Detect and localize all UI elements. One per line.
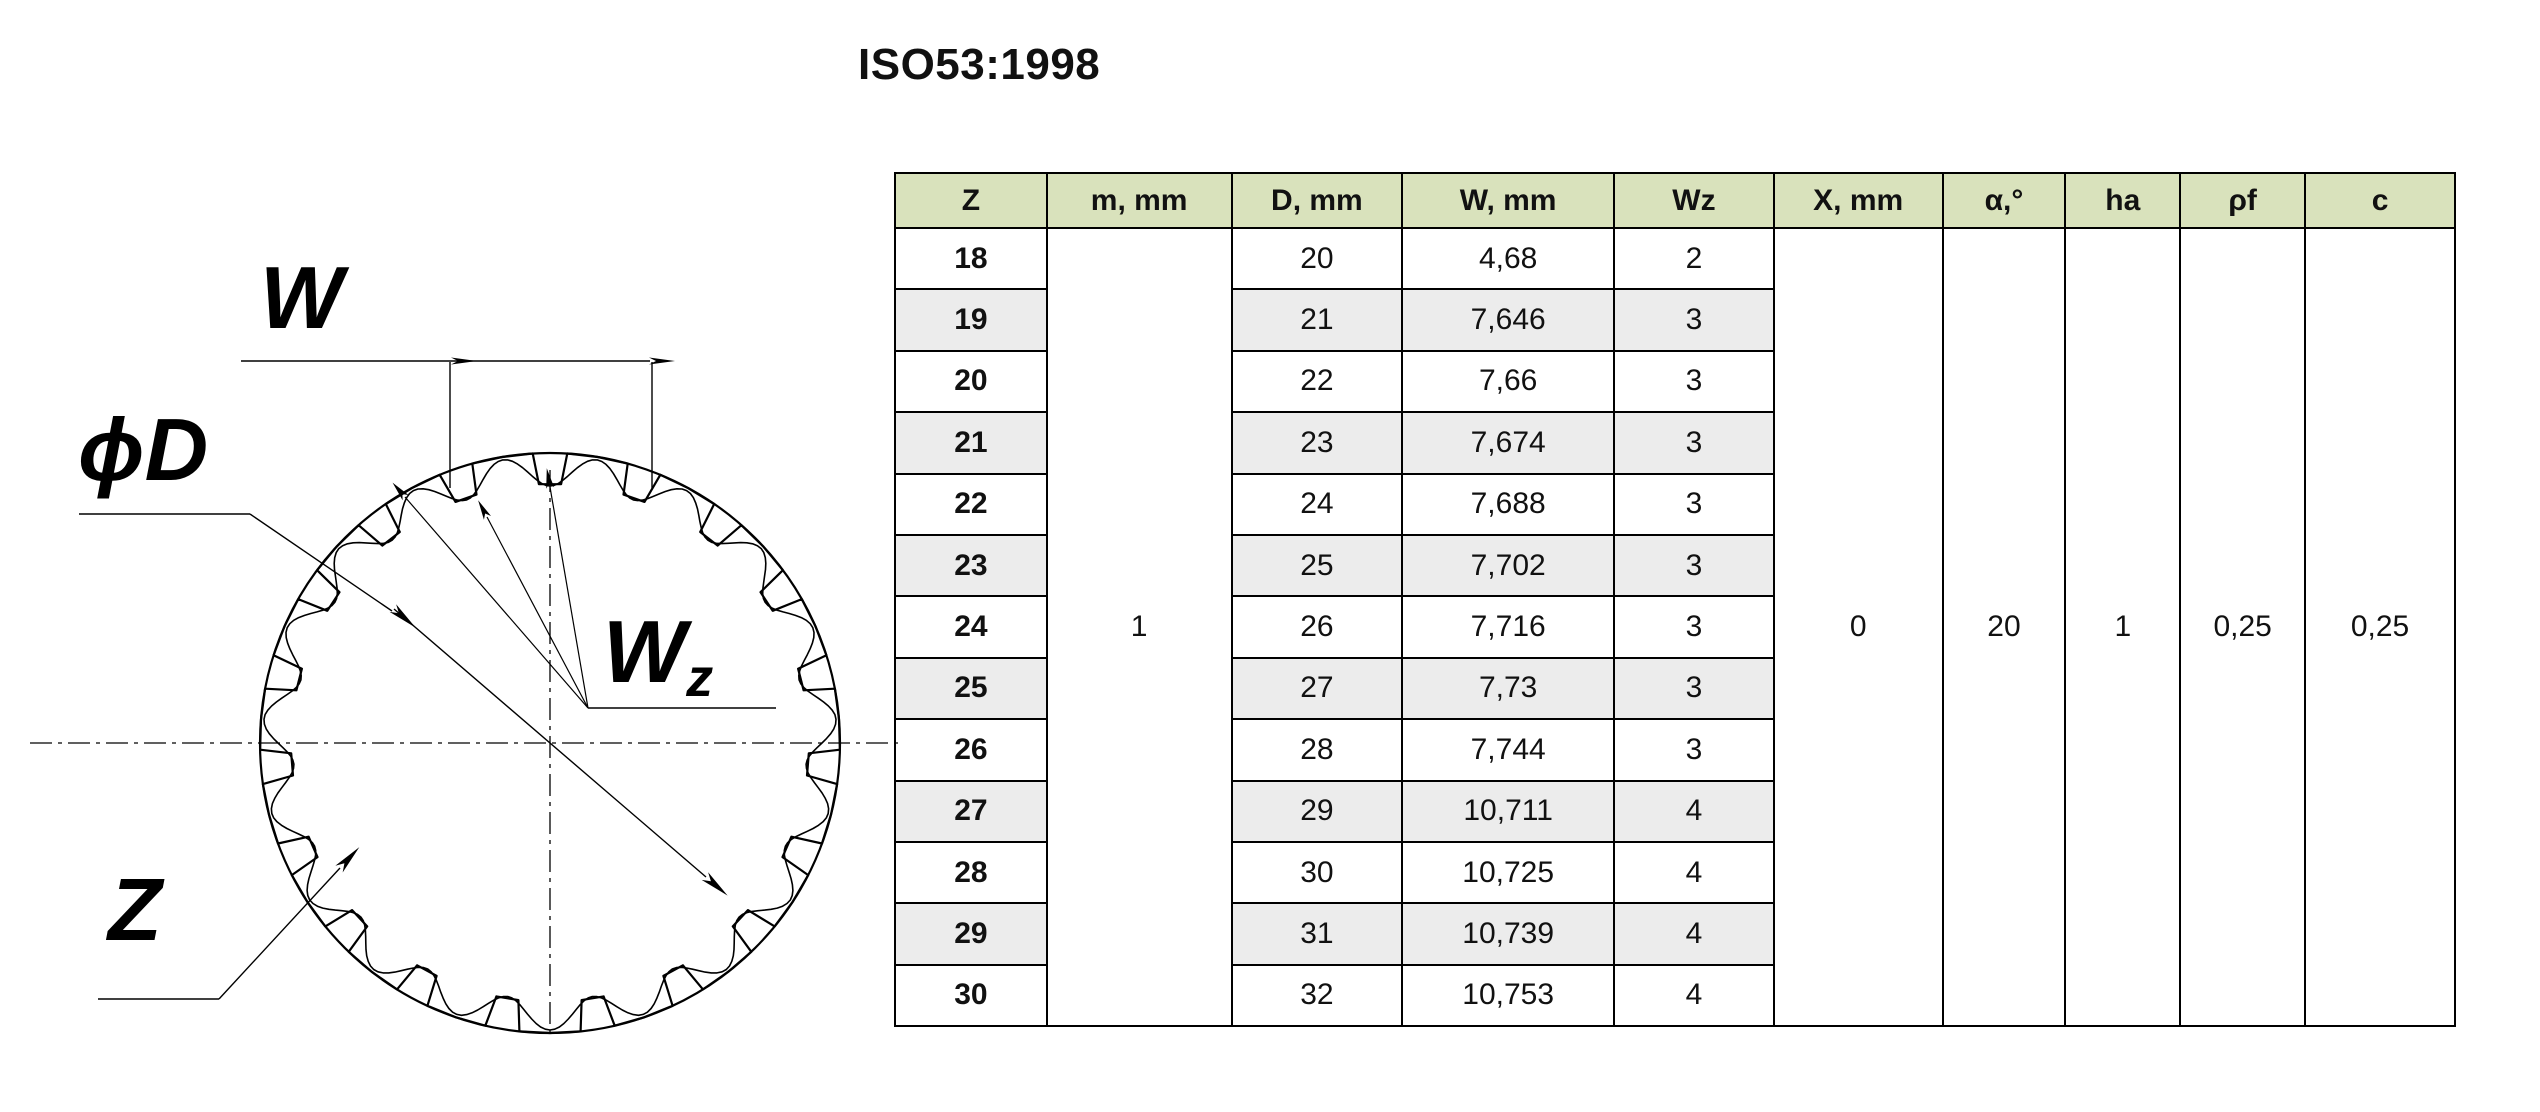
svg-text:Z: Z: [105, 860, 165, 959]
svg-text:ϕD: ϕD: [78, 400, 208, 499]
svg-text:Wz: Wz: [603, 602, 713, 708]
svg-text:W: W: [260, 248, 350, 347]
